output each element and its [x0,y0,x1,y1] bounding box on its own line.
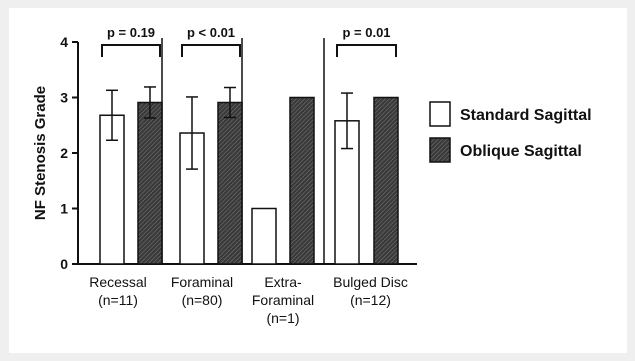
y-tick-label: 2 [60,145,68,161]
legend-swatch-standard [429,101,451,127]
legend: Standard Sagittal Oblique Sagittal [429,101,592,163]
annotations: p = 0.19 p < 0.01 p = 0.01 [101,25,397,57]
x-category-label: Extra- [264,274,302,290]
y-tick-label: 4 [60,34,68,50]
y-tick-label: 0 [60,256,68,272]
bar-standard-sagittal [251,207,277,265]
bar-oblique-sagittal [217,101,243,265]
legend-swatch-oblique [429,137,451,163]
bar-oblique-sagittal [289,96,315,265]
legend-label: Oblique Sagittal [460,143,582,160]
y-tick-label: 3 [60,90,68,106]
x-category-label: (n=12) [350,292,391,308]
x-category-label: Bulged Disc [333,274,408,290]
p-value-label: p = 0.01 [342,25,390,40]
significance-bracket [101,44,161,57]
chart-panel: 0 1 2 3 4 NF Stenosis Grade Recessal (n=11) Fora… [9,8,627,353]
bar-oblique-sagittal [137,101,163,265]
y-tick-label: 1 [60,201,68,217]
p-value-label: p = 0.19 [107,25,155,40]
bar-chart: 0 1 2 3 4 NF Stenosis Grade Recessal (n=11) Fora… [32,25,592,326]
significance-bracket [181,44,241,57]
x-category-label: (n=80) [182,292,223,308]
x-category-label: Foraminal [171,274,233,290]
x-category-label: Recessal [89,274,147,290]
x-category-label: (n=11) [98,292,138,308]
significance-bracket [336,44,397,57]
y-axis-title: NF Stenosis Grade [32,86,49,220]
bar-standard-sagittal [334,120,360,265]
x-category-label: (n=1) [266,310,299,326]
bar-oblique-sagittal [373,96,399,265]
x-category-label: Foraminal [252,292,314,308]
legend-label: Standard Sagittal [460,107,592,124]
p-value-label: p < 0.01 [187,25,235,40]
bars [99,86,399,265]
